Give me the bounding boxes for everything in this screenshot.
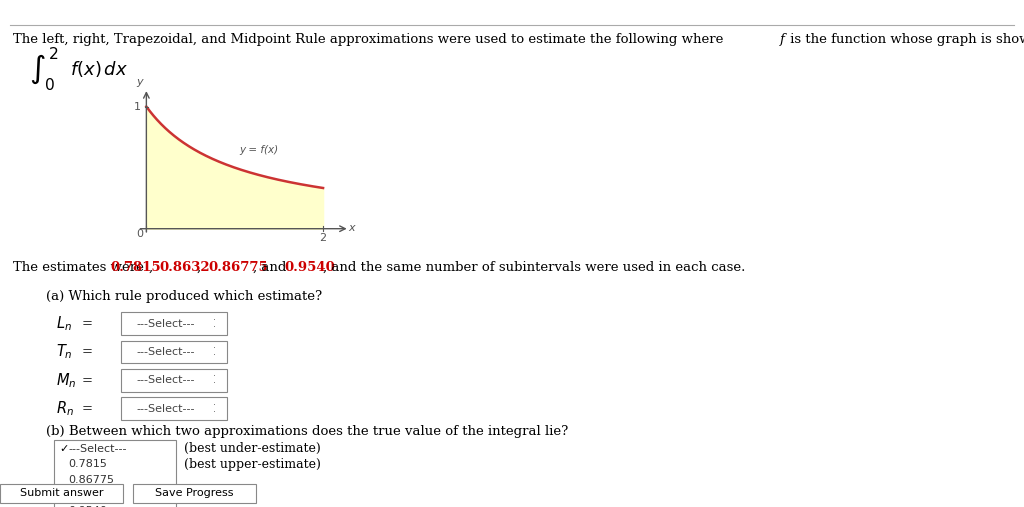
Text: (a) Which rule produced which estimate?: (a) Which rule produced which estimate? [46,290,323,303]
Text: f: f [780,33,785,46]
FancyBboxPatch shape [133,484,256,503]
Text: ⁚: ⁚ [213,318,216,329]
Text: 0.8632: 0.8632 [160,261,210,274]
Text: $R_n$: $R_n$ [56,400,75,418]
Text: ---Select---: ---Select--- [136,347,195,357]
Text: (best upper-estimate): (best upper-estimate) [184,458,322,471]
Text: The left, right, Trapezoidal, and Midpoint Rule approximations were used to esti: The left, right, Trapezoidal, and Midpoi… [13,33,728,46]
Text: ---Select---: ---Select--- [136,318,195,329]
Text: The estimates were: The estimates were [13,261,148,274]
Text: y = f(x): y = f(x) [240,145,279,155]
Text: $M_n$: $M_n$ [56,371,77,390]
Text: 1: 1 [134,101,141,112]
Text: $L_n$: $L_n$ [56,314,73,333]
Text: =: = [82,317,93,330]
Text: =: = [82,402,93,415]
Text: $\int_0^2$: $\int_0^2$ [29,45,58,93]
Text: 0.86775: 0.86775 [69,475,115,485]
Text: y: y [136,77,142,87]
Text: (best under-estimate): (best under-estimate) [184,442,322,455]
Text: ⁚: ⁚ [213,404,216,414]
Text: =: = [82,374,93,387]
Text: ⁚: ⁚ [213,375,216,385]
Text: ✓: ✓ [59,444,69,454]
FancyBboxPatch shape [121,341,227,363]
Text: 0.7815: 0.7815 [111,261,161,274]
Text: $T_n$: $T_n$ [56,343,73,361]
Text: x: x [348,223,354,233]
FancyBboxPatch shape [0,484,123,503]
FancyBboxPatch shape [121,312,227,335]
Text: ⁚: ⁚ [213,347,216,357]
Text: ,: , [198,261,206,274]
Text: Save Progress: Save Progress [156,488,233,498]
Text: , and: , and [253,261,290,274]
Text: ---Select---: ---Select--- [69,444,127,454]
Text: 0.86775: 0.86775 [208,261,268,274]
Text: (b) Between which two approximations does the true value of the integral lie?: (b) Between which two approximations doe… [46,425,568,438]
Text: ---Select---: ---Select--- [136,404,195,414]
Text: $f(x)\,dx$: $f(x)\,dx$ [70,59,128,79]
Text: Submit answer: Submit answer [19,488,103,498]
FancyBboxPatch shape [121,369,227,391]
Text: , and the same number of subintervals were used in each case.: , and the same number of subintervals we… [323,261,744,274]
Text: 0.9540: 0.9540 [285,261,335,274]
FancyBboxPatch shape [54,440,176,507]
Text: ,: , [148,261,157,274]
Text: 0.9540: 0.9540 [69,506,108,507]
Text: ---Select---: ---Select--- [136,375,195,385]
Text: 2: 2 [319,233,327,243]
FancyBboxPatch shape [121,397,227,420]
Text: =: = [82,345,93,358]
Text: 0.7815: 0.7815 [69,459,108,469]
Text: is the function whose graph is shown below it.: is the function whose graph is shown bel… [786,33,1024,46]
Text: 0: 0 [136,229,142,239]
Text: 0.8632: 0.8632 [69,491,108,501]
